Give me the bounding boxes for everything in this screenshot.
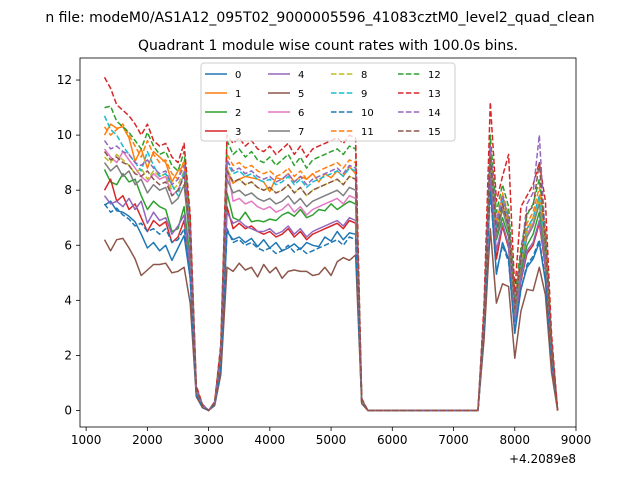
legend-label-15: 15 (428, 127, 441, 138)
x-tick-label: 3000 (193, 433, 224, 447)
chart-suptitle: n file: modeM0/AS1A12_095T02_9000005596_… (45, 10, 594, 26)
x-tick-label: 9000 (561, 433, 592, 447)
legend-label-13: 13 (428, 89, 441, 100)
legend-label-11: 11 (361, 127, 374, 138)
y-tick-label: 4 (64, 293, 72, 307)
x-tick-label: 8000 (499, 433, 530, 447)
chart-title: Quadrant 1 module wise count rates with … (138, 38, 518, 54)
y-tick-label: 0 (64, 403, 72, 417)
legend-label-14: 14 (428, 108, 441, 119)
legend-label-2: 2 (235, 108, 241, 119)
legend-label-6: 6 (298, 108, 304, 119)
y-tick-label: 12 (57, 73, 72, 87)
x-offset-label: +4.2089e8 (509, 452, 576, 466)
x-tick-label: 4000 (255, 433, 286, 447)
legend-label-8: 8 (361, 70, 367, 81)
series-line-5 (103, 227, 559, 412)
legend-label-12: 12 (428, 70, 441, 81)
x-tick-label: 7000 (438, 433, 469, 447)
legend-label-10: 10 (361, 108, 374, 119)
legend-label-5: 5 (298, 89, 304, 100)
legend-label-3: 3 (235, 127, 241, 138)
legend-label-1: 1 (235, 89, 241, 100)
legend-box (200, 62, 456, 142)
x-tick-label: 5000 (316, 433, 347, 447)
y-tick-label: 6 (64, 238, 72, 252)
plot-frame (79, 57, 577, 428)
legend-label-4: 4 (298, 70, 304, 81)
y-tick-label: 8 (64, 183, 72, 197)
legend-label-0: 0 (235, 70, 241, 81)
series-line-15 (103, 151, 559, 412)
x-tick-label: 2000 (132, 433, 163, 447)
y-tick-label: 10 (57, 128, 72, 142)
y-tick-label: 2 (64, 348, 72, 362)
x-tick-label: 1000 (71, 433, 102, 447)
legend-label-9: 9 (361, 89, 367, 100)
axes: 1000 2000 3000 4000 5000 6000 7000 8000 9000 0 2 4 6… (57, 73, 592, 447)
x-tick-label: 6000 (377, 433, 408, 447)
legend-label-7: 7 (298, 127, 304, 138)
